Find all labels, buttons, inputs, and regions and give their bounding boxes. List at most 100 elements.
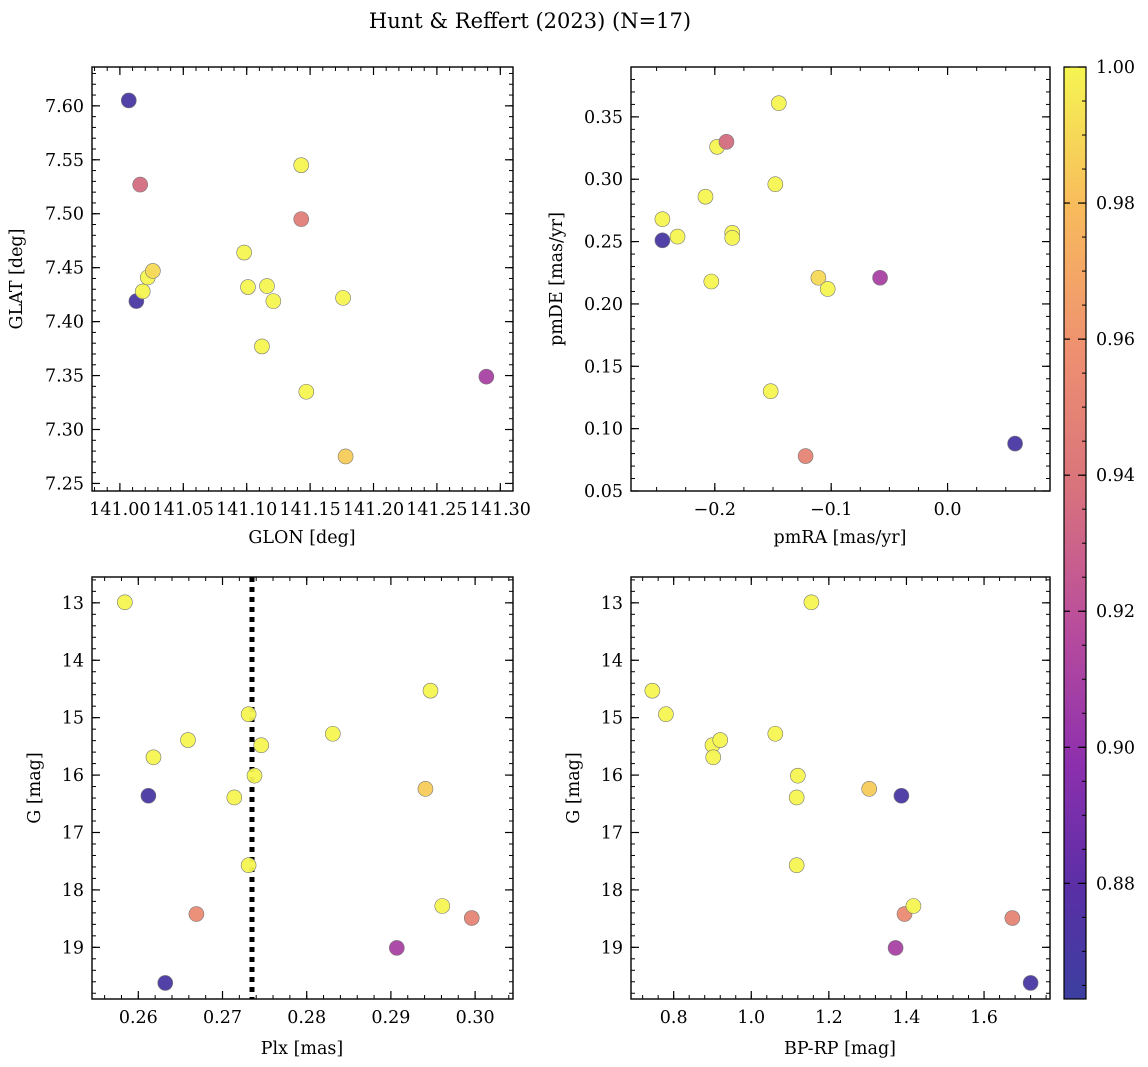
minor-ticks — [92, 577, 513, 999]
y-tick-label: 14 — [62, 651, 84, 671]
figure-title: Hunt & Reffert (2023) (N=17) — [369, 9, 691, 33]
y-tick-label: 7.45 — [45, 259, 84, 279]
x-tick-label: 1.2 — [815, 1008, 843, 1028]
scatter-point — [697, 188, 714, 205]
scatter-point — [703, 273, 720, 290]
scatter-point — [259, 278, 275, 294]
y-tick-label: 7.60 — [45, 97, 84, 117]
colorbar-tick-label: 1.00 — [1096, 58, 1135, 78]
x-tick-label: 1.4 — [893, 1008, 921, 1028]
y-tick-label: 7.35 — [45, 367, 84, 387]
scatter-point — [654, 211, 671, 227]
scatter-point — [797, 448, 814, 464]
scatter-point — [669, 228, 686, 245]
x-tick-label: 141.20 — [343, 500, 404, 520]
panel-plx-g-marks: 0.26 0.27 0.28 0.29 0.30 13 14 15 16 17 18 19 — [62, 576, 514, 1028]
scatter-point — [893, 787, 910, 804]
panel-pmra-pmde: −0.2 −0.1 0.00.050.100.150.200.250.300.35 … — [547, 66, 1051, 548]
scatter-point — [236, 244, 252, 261]
scatter-point — [417, 781, 434, 797]
x-tick-label: 141.15 — [279, 500, 340, 520]
x-tick-label: 0.8 — [660, 1008, 688, 1028]
scatter-point — [788, 857, 805, 874]
scatter-point — [887, 940, 904, 956]
y-tick-label: 0.20 — [584, 295, 623, 315]
scatter-point — [788, 789, 805, 806]
scatter-point — [145, 749, 162, 766]
y-tick-label: 17 — [601, 823, 623, 843]
y-tick-label: 19 — [601, 938, 623, 958]
scatter-point — [265, 293, 282, 309]
x-tick-label: 141.30 — [470, 500, 531, 520]
y-tick-label: 0.25 — [584, 233, 623, 253]
y-tick-label: 18 — [601, 881, 623, 901]
scatter-point — [254, 338, 270, 355]
y-tick-label: 15 — [601, 709, 623, 729]
x-tick-label: 1.0 — [737, 1008, 765, 1028]
colorbar-tick-label: 0.94 — [1096, 466, 1135, 486]
scatter-point — [134, 283, 151, 300]
y-tick-label: 16 — [62, 766, 84, 786]
x-axis-label: Plx [mas] — [261, 1039, 343, 1059]
scatter-point — [293, 157, 310, 173]
panel-pmra-pmde-marks: −0.2 −0.1 0.0 0.05 0.10 0.15 0.20 0.25 0.30 0.35 — [584, 66, 1051, 520]
x-axis-label: GLON [deg] — [248, 528, 355, 548]
x-tick-label: −0.1 — [810, 500, 853, 520]
colorbar-tick-label: 0.88 — [1096, 874, 1135, 894]
scatter-point — [771, 95, 787, 111]
y-tick-label: 14 — [601, 651, 623, 671]
axes-frame — [630, 66, 1051, 492]
scatter-point — [157, 975, 174, 991]
colorbar-tick-label: 0.98 — [1096, 194, 1135, 214]
y-axis-label: GLAT [deg] — [7, 229, 27, 330]
scatter-point — [325, 725, 341, 742]
x-tick-label: −0.2 — [694, 500, 737, 520]
scatter-point — [246, 767, 263, 784]
y-axis-label: pmDE [mas/yr] — [547, 212, 567, 346]
axes-frame — [630, 576, 1051, 1000]
y-tick-label: 7.55 — [45, 151, 84, 171]
scatter-point — [658, 706, 674, 723]
panel-plx-g: 0.26 0.27 0.28 0.29 0.30 13 14 15 16 17 18 19 Plx [… — [25, 576, 514, 1059]
x-axis-label: pmRA [mas/yr] — [774, 528, 907, 548]
y-tick-label: 0.35 — [584, 108, 623, 128]
scatter-point — [819, 281, 836, 297]
scatter-point — [644, 682, 661, 699]
y-tick-label: 13 — [601, 594, 623, 614]
scatter-point — [790, 767, 806, 784]
scatter-point — [434, 898, 451, 914]
colorbar-gradient — [1063, 66, 1087, 1000]
scatter-point — [226, 789, 243, 806]
y-tick-label: 0.10 — [584, 420, 623, 440]
colorbar-tick-label: 0.96 — [1096, 330, 1135, 350]
colorbar: 0.88 0.90 0.92 0.94 0.96 0.98 1.00 — [1063, 58, 1135, 1000]
y-tick-label: 0.15 — [584, 357, 623, 377]
x-tick-label: 0.29 — [371, 1008, 410, 1028]
x-tick-label: 1.6 — [970, 1008, 998, 1028]
minor-ticks — [631, 67, 1050, 492]
x-tick-label: 141.10 — [216, 500, 277, 520]
scatter-point — [389, 940, 405, 956]
y-tick-label: 0.05 — [584, 482, 623, 502]
y-tick-label: 17 — [62, 823, 84, 843]
x-axis-label: BP-RP [mag] — [784, 1039, 896, 1059]
scatter-point — [188, 906, 205, 922]
scatter-point — [712, 732, 729, 748]
y-tick-label: 16 — [601, 766, 623, 786]
scatter-point — [1004, 910, 1021, 926]
axes-frame — [91, 66, 514, 492]
panel-bprp-g: 0.8 1.0 1.2 1.4 1.6 13 14 15 16 17 18 19 BP-RP [mag… — [564, 576, 1051, 1059]
x-tick-label: 0.26 — [119, 1008, 158, 1028]
scatter-point — [140, 787, 157, 804]
scatter-point — [422, 682, 439, 699]
y-axis-label: G [mag] — [25, 752, 45, 823]
colorbar-tick-label: 0.90 — [1096, 738, 1135, 758]
panel-glon-glat-marks: 141.00 141.05 141.10 141.15 141.20 141.25 141.… — [45, 66, 531, 520]
scatter-point — [767, 725, 784, 742]
scatter-point — [298, 383, 315, 400]
scatter-point — [810, 269, 827, 286]
panel-bprp-g-marks: 0.8 1.0 1.2 1.4 1.6 13 14 15 16 17 18 19 — [601, 576, 1051, 1028]
scatter-point — [337, 448, 354, 465]
y-tick-label: 18 — [62, 881, 84, 901]
scatter-point — [861, 781, 878, 797]
